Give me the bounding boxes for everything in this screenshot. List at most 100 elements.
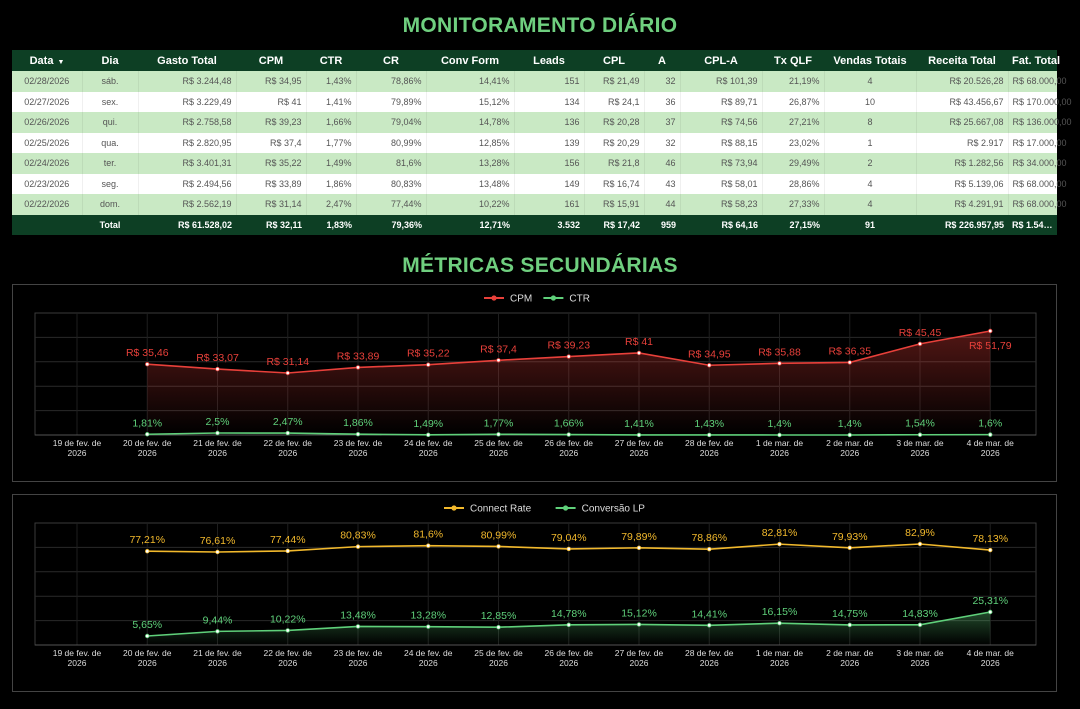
legend-item-convers-o-lp[interactable]: Conversão LP: [555, 504, 646, 515]
data-point[interactable]: [496, 358, 501, 363]
data-label: 10,22%: [270, 613, 306, 625]
total-vendas-totais: 91: [824, 214, 916, 235]
column-header-cpl-a[interactable]: CPL-A: [680, 50, 762, 71]
column-header-cpl[interactable]: CPL: [584, 50, 644, 71]
data-point[interactable]: [426, 543, 431, 548]
data-point[interactable]: [707, 363, 712, 368]
data-point[interactable]: [285, 430, 290, 436]
data-point[interactable]: [145, 633, 150, 639]
data-point[interactable]: [355, 624, 361, 629]
data-point[interactable]: [566, 432, 571, 437]
table-row[interactable]: 02/24/2026 ter. R$ 3.401,31 R$ 35,22 1,49% 81…: [12, 153, 1067, 174]
data-point[interactable]: [355, 365, 361, 370]
data-point[interactable]: [917, 341, 923, 347]
data-point[interactable]: [777, 620, 782, 626]
data-point[interactable]: [917, 622, 923, 627]
data-point[interactable]: [707, 546, 712, 552]
data-point[interactable]: [777, 432, 782, 438]
data-label: 1,77%: [484, 417, 514, 429]
cell-conv-form: 13,48%: [426, 173, 515, 194]
x-tick-label: 3 de mar. de 2026: [896, 648, 944, 668]
data-label: 1,41%: [624, 418, 654, 430]
column-header-conv-form[interactable]: Conv Form: [426, 50, 514, 71]
data-point[interactable]: [707, 623, 712, 628]
cell-cpl: R$ 24,1: [584, 91, 645, 112]
column-header-day[interactable]: Dia: [82, 50, 138, 71]
data-point[interactable]: [426, 432, 431, 438]
data-point[interactable]: [215, 430, 220, 436]
data-label: 13,28%: [410, 610, 446, 622]
data-point[interactable]: [988, 609, 993, 615]
data-point[interactable]: [355, 544, 361, 549]
data-point[interactable]: [215, 629, 220, 634]
column-header-receita-total[interactable]: Receita Total: [916, 50, 1008, 71]
data-point[interactable]: [636, 622, 642, 627]
data-point[interactable]: [566, 354, 571, 359]
cell-date: 02/22/2026: [12, 194, 83, 215]
data-point[interactable]: [636, 350, 642, 356]
total-cpl-a: R$ 64,16: [680, 214, 762, 235]
table-row[interactable]: 02/23/2026 seg. R$ 2.494,56 R$ 33,89 1,86% 80…: [12, 173, 1067, 194]
table-row[interactable]: 02/27/2026 sex. R$ 3.229,49 R$ 41 1,41% 79,89…: [12, 91, 1072, 112]
legend-item-ctr[interactable]: CTR: [543, 294, 590, 305]
data-point[interactable]: [285, 628, 290, 633]
column-header-cpm[interactable]: CPM: [236, 50, 306, 71]
data-point[interactable]: [847, 545, 852, 550]
data-point[interactable]: [988, 328, 993, 334]
column-header-cr[interactable]: CR: [356, 50, 426, 71]
data-point[interactable]: [355, 431, 361, 437]
x-tick-label: 19 de fev. de 2026: [53, 648, 102, 668]
data-point[interactable]: [707, 432, 712, 438]
data-point[interactable]: [988, 547, 993, 553]
data-point[interactable]: [215, 549, 220, 555]
data-point[interactable]: [777, 541, 782, 547]
data-point[interactable]: [215, 366, 220, 372]
column-header-leads[interactable]: Leads: [514, 50, 584, 71]
cell-day: ter.: [82, 153, 139, 174]
data-point[interactable]: [917, 541, 923, 547]
column-header-gasto-total[interactable]: Gasto Total: [138, 50, 236, 71]
data-point[interactable]: [847, 432, 852, 438]
data-point[interactable]: [145, 362, 150, 367]
data-point[interactable]: [566, 546, 571, 552]
data-point[interactable]: [426, 624, 431, 629]
data-point[interactable]: [285, 370, 290, 376]
data-point[interactable]: [636, 432, 642, 438]
table-header-row: Data ▼ Dia Gasto Total CPM CTR CR Conv Form Lead…: [12, 50, 1060, 71]
table-row[interactable]: 02/26/2026 qui. R$ 2.758,58 R$ 39,23 1,66% 79…: [12, 112, 1072, 133]
column-header-vendas-totais[interactable]: Vendas Totais: [824, 50, 916, 71]
data-label: 76,61%: [200, 535, 236, 547]
legend-item-cpm[interactable]: CPM: [484, 294, 532, 305]
data-point[interactable]: [496, 625, 501, 630]
column-header-date[interactable]: Data ▼: [12, 50, 82, 71]
table-row[interactable]: 02/25/2026 qua. R$ 2.820,95 R$ 37,4 1,77% 80,…: [12, 132, 1067, 153]
data-point[interactable]: [636, 545, 642, 551]
data-label: R$ 37,4: [480, 343, 517, 355]
cell-a: 32: [644, 71, 681, 92]
legend-item-connect-rate[interactable]: Connect Rate: [444, 504, 532, 515]
column-header-tx-qlf[interactable]: Tx QLF: [762, 50, 824, 71]
table-row[interactable]: 02/22/2026 dom. R$ 2.562,19 R$ 31,14 2,47% 77…: [12, 194, 1067, 215]
data-point[interactable]: [496, 544, 501, 549]
sort-down-icon[interactable]: ▼: [57, 58, 65, 66]
data-point[interactable]: [917, 432, 923, 437]
data-point[interactable]: [496, 432, 501, 437]
cpm-ctr-chart: 19 de fev. de 2026 20 de fev. de 2026 21 de …: [12, 284, 1057, 482]
data-point[interactable]: [847, 622, 852, 628]
data-point[interactable]: [988, 432, 993, 437]
column-header-label: Tx QLF: [774, 54, 812, 67]
column-header-ctr[interactable]: CTR: [306, 50, 356, 71]
column-header-fat-total[interactable]: Fat. Total: [1008, 50, 1060, 71]
data-point[interactable]: [145, 432, 150, 437]
data-point[interactable]: [847, 360, 852, 365]
data-point[interactable]: [145, 549, 150, 554]
legend-label: Conversão LP: [582, 504, 646, 515]
data-point[interactable]: [285, 548, 290, 554]
cell-a: 44: [644, 194, 681, 215]
data-point[interactable]: [777, 361, 782, 366]
table-row[interactable]: 02/28/2026 sáb. R$ 3.244,48 R$ 34,95 1,43% 78…: [12, 71, 1067, 92]
data-point[interactable]: [426, 362, 431, 367]
total-receita-total: R$ 226.957,95: [916, 214, 1008, 235]
column-header-a[interactable]: A: [644, 50, 680, 71]
data-point[interactable]: [566, 622, 571, 628]
